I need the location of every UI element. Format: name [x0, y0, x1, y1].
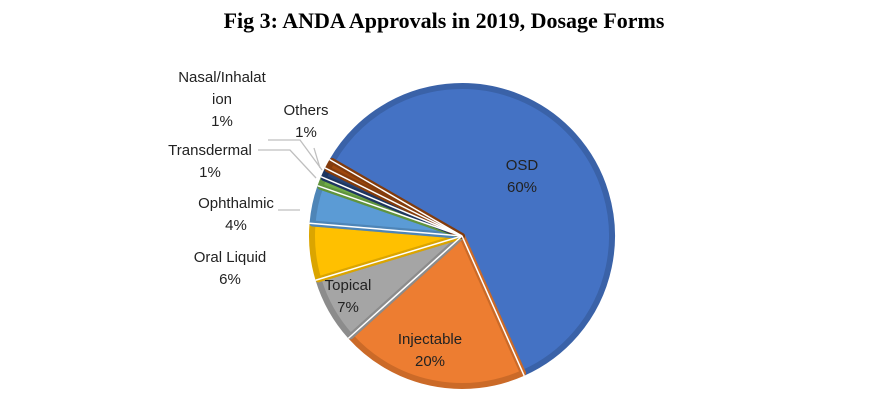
data-label-name: Ophthalmic [198, 195, 274, 212]
data-label-percent: 6% [219, 271, 241, 288]
data-label-percent: 4% [225, 217, 247, 234]
leader-line [268, 139, 323, 171]
chart-title: Fig 3: ANDA Approvals in 2019, Dosage Fo… [223, 8, 665, 33]
data-label-percent: 20% [415, 353, 445, 370]
pie-slice-osd [329, 83, 615, 377]
data-label-percent: 1% [199, 164, 221, 181]
data-label-name: ion [212, 91, 232, 108]
data-label-name: Nasal/Inhalat [178, 69, 266, 86]
slice-separator [320, 176, 463, 237]
leader-line [313, 147, 321, 169]
data-label-name: Topical [325, 277, 372, 294]
slice-separator [461, 235, 525, 377]
slice-separator [315, 235, 463, 281]
leader-line [258, 149, 317, 179]
data-label-name: Others [283, 102, 328, 119]
data-label-name: Injectable [398, 331, 462, 348]
data-label-percent: 1% [211, 113, 233, 130]
slice-separator [329, 158, 463, 237]
data-label-name: OSD [506, 157, 539, 174]
data-label-percent: 7% [337, 299, 359, 316]
slice-separator [347, 235, 463, 339]
data-label-name: Oral Liquid [194, 249, 267, 266]
slice-separator [324, 167, 463, 237]
slice-separator [317, 184, 463, 237]
slice-separator [309, 222, 463, 237]
data-label-percent: 60% [507, 179, 537, 196]
data-label-name: Transdermal [168, 142, 252, 159]
data-label-percent: 1% [295, 124, 317, 141]
pie-slice-injectable [347, 233, 527, 389]
